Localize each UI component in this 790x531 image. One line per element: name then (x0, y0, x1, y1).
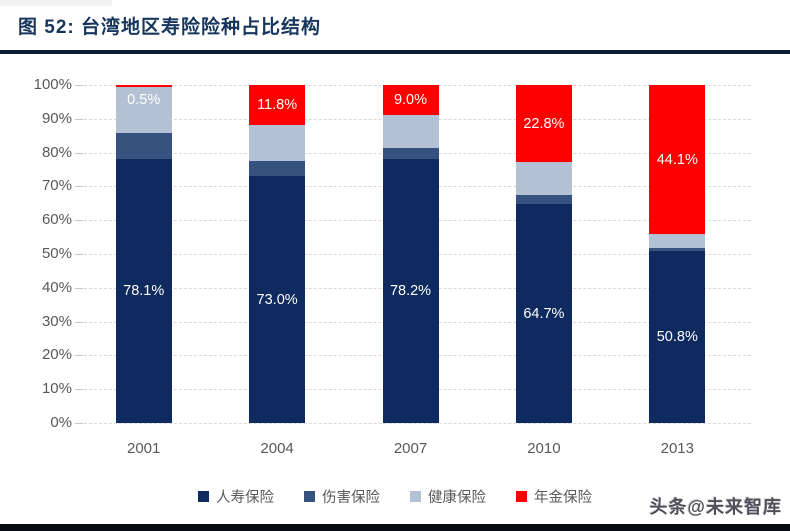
bar-segment (249, 85, 306, 125)
bar-segment (382, 158, 439, 423)
y-axis-label: 60% (41, 211, 72, 229)
bottom-border (0, 524, 790, 531)
legend-item: 健康保险 (410, 486, 486, 507)
y-axis-label: 30% (41, 312, 72, 330)
bar-segment (115, 86, 172, 133)
y-axis-label: 90% (41, 109, 72, 127)
bar-segment (649, 251, 706, 423)
bar-segment (649, 85, 706, 235)
y-axis-tick (75, 423, 83, 424)
y-axis-label: 10% (41, 380, 72, 398)
legend-swatch-icon (304, 491, 315, 502)
legend-item: 年金保险 (516, 486, 592, 507)
y-axis-tick (75, 220, 83, 222)
bar-segment (649, 247, 706, 252)
y-axis-label: 20% (41, 346, 72, 364)
x-axis-label: 2004 (260, 440, 294, 457)
bar-segment (382, 85, 439, 116)
bar-segment (249, 161, 306, 177)
bar-segment (249, 124, 306, 162)
y-axis-tick (75, 287, 83, 289)
bar-segment (649, 234, 706, 248)
x-axis-label: 2013 (660, 440, 694, 457)
data-label: 64.7% (523, 305, 565, 322)
y-axis-tick (75, 389, 83, 391)
y-axis-tick (75, 152, 83, 154)
data-label: 78.1% (123, 283, 165, 300)
title-underline (0, 50, 790, 54)
legend-item: 伤害保险 (304, 486, 380, 507)
x-axis-label: 2010 (527, 440, 561, 457)
bar-segment (515, 204, 572, 423)
legend-label: 人寿保险 (216, 490, 274, 506)
y-axis-label: 0% (50, 414, 72, 431)
bar-segment (515, 85, 572, 163)
y-axis-label: 100% (33, 76, 72, 93)
plot-area: 78.1% 0.5% 73.0% 11.8% 78.2% 9.0% 64.7% 22.8% 50… (84, 85, 751, 424)
corner-artifact (0, 0, 112, 6)
legend-swatch-icon (516, 491, 527, 502)
bar-segment (115, 133, 172, 160)
y-axis-label: 80% (41, 143, 72, 161)
legend-swatch-icon (198, 491, 209, 502)
y-axis-tick (75, 186, 83, 188)
legend-label: 伤害保险 (322, 490, 380, 506)
bar-segment (382, 147, 439, 159)
bar-segment (382, 115, 439, 148)
gridline (84, 423, 751, 424)
bar-segment (515, 194, 572, 205)
legend-label: 年金保险 (534, 490, 592, 506)
legend-item: 人寿保险 (198, 486, 274, 507)
y-axis-label: 40% (41, 278, 72, 296)
y-axis-tick (75, 118, 83, 120)
legend-swatch-icon (410, 491, 421, 502)
data-label: 50.8% (656, 329, 698, 346)
y-axis-label: 70% (41, 177, 72, 195)
bar-segment (515, 162, 572, 195)
y-axis-tick (75, 85, 83, 86)
bar-segment (115, 159, 172, 423)
data-label: 78.2% (389, 282, 432, 299)
x-axis-label: 2001 (127, 440, 161, 457)
legend-label: 健康保险 (428, 490, 486, 506)
y-axis-tick (75, 355, 83, 357)
legend: 人寿保险 伤害保险 健康保险 年金保险 (0, 486, 790, 507)
data-label: 11.8% (257, 96, 298, 113)
watermark: 头条@未来智库 (649, 497, 782, 517)
y-axis-label: 50% (41, 245, 72, 262)
data-label: 44.1% (656, 151, 698, 168)
x-axis-label: 2007 (393, 440, 428, 457)
data-label: 73.0% (256, 291, 298, 308)
y-axis-tick (75, 321, 83, 323)
y-axis-tick (75, 254, 83, 255)
bar-segment (115, 85, 172, 87)
data-label: 0.5% (127, 92, 161, 109)
data-label: 22.8% (523, 115, 565, 132)
chart-title: 图 52: 台湾地区寿险险种占比结构 (18, 17, 322, 38)
data-label: 9.0% (393, 92, 428, 109)
bar-segment (249, 176, 306, 423)
